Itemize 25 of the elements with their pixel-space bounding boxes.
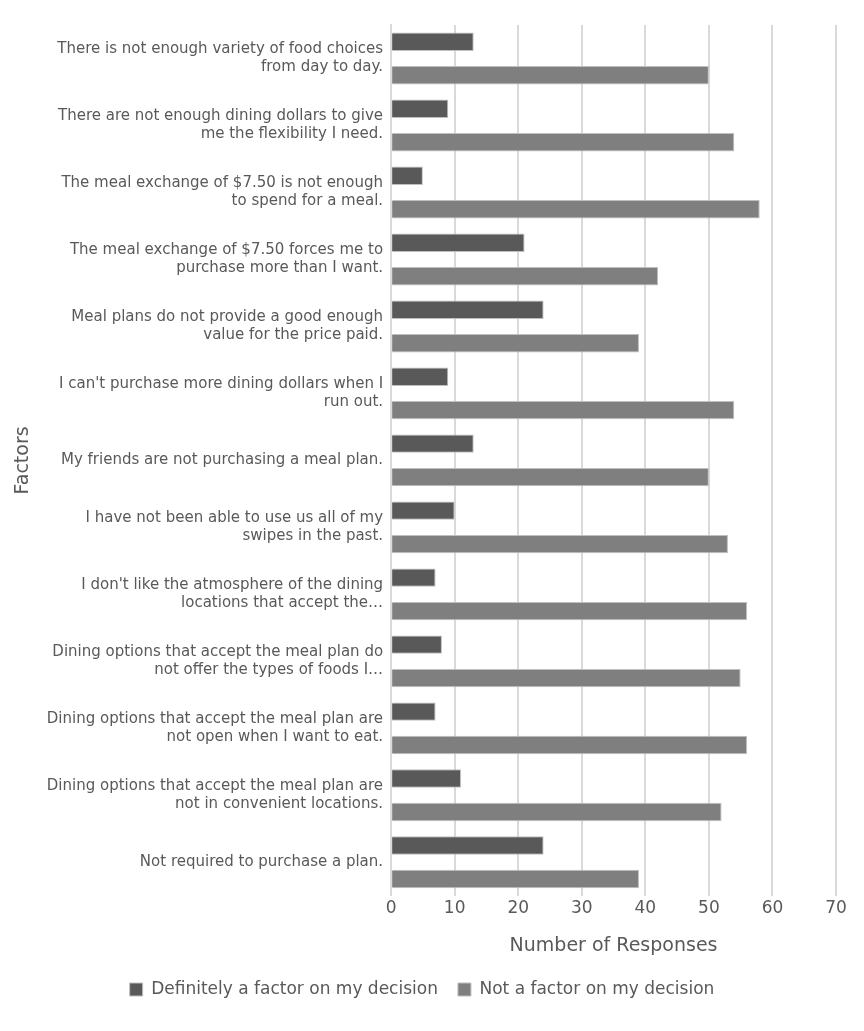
y-tick-label: I can't purchase more dining dollars when I run out.	[59, 374, 384, 411]
x-tick-label: 50	[698, 897, 720, 918]
y-tick-label: The meal exchange of $7.50 forces me to purchase more than I want.	[68, 240, 384, 277]
x-tick-label: 0	[385, 897, 397, 918]
x-tick-label: 20	[507, 897, 530, 918]
y-axis-title: Factors	[10, 426, 33, 495]
x-tick-label: 40	[634, 897, 657, 918]
y-tick-label: The meal exchange of $7.50 is not enough to spend for a meal.	[60, 173, 384, 210]
y-tick-label: I don't like the atmosphere of the dining locations that accept the…	[81, 575, 384, 612]
y-tick-label: I have not been able to use us all of my swipes in the past.	[85, 508, 384, 545]
legend-label: Not a factor on my decision	[479, 977, 715, 998]
y-tick-label: Not required to purchase a plan.	[139, 852, 384, 871]
y-tick-label: My friends are not purchasing a meal plan.	[61, 450, 384, 469]
legend-label: Definitely a factor on my decision	[151, 977, 438, 998]
y-tick-label: Dining options that accept the meal plan do not offer the types of foods I…	[52, 642, 384, 679]
y-tick-label: Dining options that accept the meal plan are not in convenient locations.	[46, 776, 384, 813]
y-tick-label: There are not enough dining dollars to give me the flexibility I need.	[57, 106, 384, 143]
x-tick-label: 70	[825, 897, 847, 918]
x-tick-label: 60	[761, 897, 784, 918]
y-tick-label: Dining options that accept the meal plan are not open when I want to eat.	[46, 709, 384, 746]
x-tick-label: 10	[443, 897, 466, 918]
x-tick-label: 30	[570, 897, 593, 918]
x-axis-title: Number of Responses	[509, 932, 718, 955]
y-tick-label: Meal plans do not provide a good enough value for the price paid.	[71, 307, 384, 344]
y-tick-label: There is not enough variety of food choices from day to day.	[56, 39, 384, 76]
